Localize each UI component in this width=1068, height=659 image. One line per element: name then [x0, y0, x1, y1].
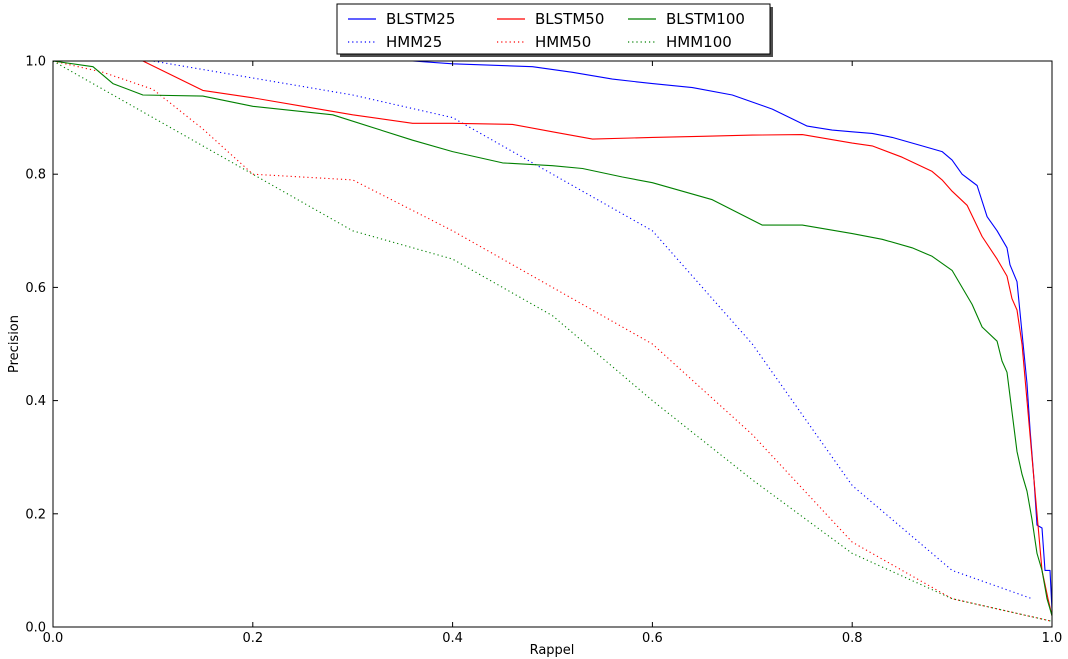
- y-tick-label: 0.6: [25, 281, 46, 296]
- tick-layer: 0.0 0.2 0.4 0.6 0.8 1.0 0.0 0.2 0.4 0.6 0.8 1.0: [25, 55, 1062, 647]
- plot-frame: [52, 60, 1053, 628]
- series-line-blstm100: [52, 60, 1053, 616]
- series-line-hmm100: [52, 60, 1053, 622]
- y-tick-label: 1.0: [25, 55, 46, 70]
- x-tick-label: 0.0: [43, 631, 64, 646]
- x-tick-label: 0.4: [442, 631, 463, 646]
- legend: BLSTM25 HMM25 BLSTM50 HMM50 BLSTM100 HMM100: [336, 3, 773, 57]
- y-tick-label: 0.8: [25, 168, 46, 183]
- x-tick-label: 1.0: [1042, 631, 1063, 646]
- y-axis-label: Precision: [7, 315, 22, 373]
- y-tick-label: 0.0: [25, 621, 46, 636]
- y-tick-label: 0.4: [25, 394, 46, 409]
- legend-label-blstm25: BLSTM25: [386, 10, 455, 28]
- x-axis-label: Rappel: [530, 643, 575, 658]
- legend-label-blstm100: BLSTM100: [666, 10, 745, 28]
- legend-box: [336, 3, 771, 55]
- x-tick-label: 0.8: [842, 631, 863, 646]
- series-line-hmm50: [52, 60, 1053, 622]
- series-line-blstm50: [53, 60, 1053, 616]
- legend-label-blstm50: BLSTM50: [535, 10, 604, 28]
- legend-label-hmm50: HMM50: [535, 33, 591, 51]
- legend-label-hmm100: HMM100: [666, 33, 732, 51]
- y-tick-label: 0.2: [25, 507, 46, 522]
- x-tick-label: 0.2: [242, 631, 263, 646]
- legend-label-hmm25: HMM25: [386, 33, 442, 51]
- series-layer: [52, 60, 1053, 622]
- x-tick-label: 0.6: [642, 631, 663, 646]
